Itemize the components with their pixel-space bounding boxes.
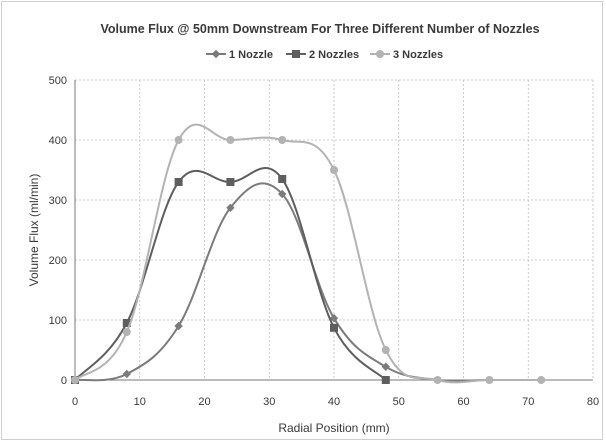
data-point (226, 136, 235, 144)
legend-label: 2 Nozzles (309, 49, 359, 61)
y-tick-label: 400 (49, 135, 67, 147)
data-point (226, 203, 235, 212)
series-line (74, 182, 542, 383)
data-point (174, 136, 183, 144)
x-tick-label: 20 (198, 396, 210, 408)
x-tick-label: 40 (328, 396, 340, 408)
series-layer (70, 123, 546, 385)
data-point (381, 346, 390, 354)
legend-item: 1 Nozzle (206, 49, 273, 61)
data-point (330, 323, 338, 332)
data-point (71, 376, 79, 384)
data-point (278, 175, 287, 183)
y-axis-title: Volume Flux (ml/min) (27, 174, 41, 287)
x-tick-label: 60 (457, 396, 469, 408)
legend-label: 1 Nozzle (229, 49, 273, 61)
legend-marker (292, 50, 300, 58)
x-tick-label: 30 (263, 396, 275, 408)
y-tick-label: 100 (49, 315, 67, 327)
data-point (174, 321, 183, 331)
data-point (381, 376, 390, 384)
data-point (433, 376, 442, 384)
y-tick-label: 500 (49, 75, 67, 87)
y-tick-label: 300 (49, 195, 67, 207)
data-point (278, 189, 287, 199)
y-tick-label: 200 (49, 255, 67, 267)
data-point (278, 136, 287, 144)
legend-marker (376, 50, 384, 58)
x-tick-label: 0 (72, 396, 78, 408)
x-tick-label: 10 (134, 396, 146, 408)
legend-label: 3 Nozzles (393, 49, 443, 61)
chart-axes: 0 10 20 30 40 50 60 70 80 0 100 200 300 400 500 (49, 75, 599, 408)
legend-item: 3 Nozzles (370, 49, 443, 61)
y-tick-label: 0 (61, 375, 67, 387)
data-point (174, 178, 183, 186)
data-point (381, 362, 390, 371)
series-2 (71, 166, 390, 384)
data-point (330, 166, 338, 174)
data-point (329, 314, 339, 323)
data-point (537, 376, 546, 384)
chart-legend: 1 Nozzle 2 Nozzles 3 Nozzles (206, 49, 443, 61)
x-axis-title: Radial Position (mm) (278, 421, 389, 435)
chart-title: Volume Flux @ 50mm Downstream For Three … (100, 22, 539, 36)
data-point (485, 376, 494, 384)
series-3 (71, 123, 546, 384)
data-point (226, 178, 235, 186)
x-tick-label: 80 (587, 396, 599, 408)
x-tick-label: 70 (522, 396, 534, 408)
data-point (122, 369, 131, 379)
x-tick-label: 50 (393, 396, 405, 408)
legend-marker (211, 49, 221, 59)
data-point (122, 319, 131, 327)
data-point (122, 328, 131, 336)
legend-item: 2 Nozzles (286, 49, 359, 61)
